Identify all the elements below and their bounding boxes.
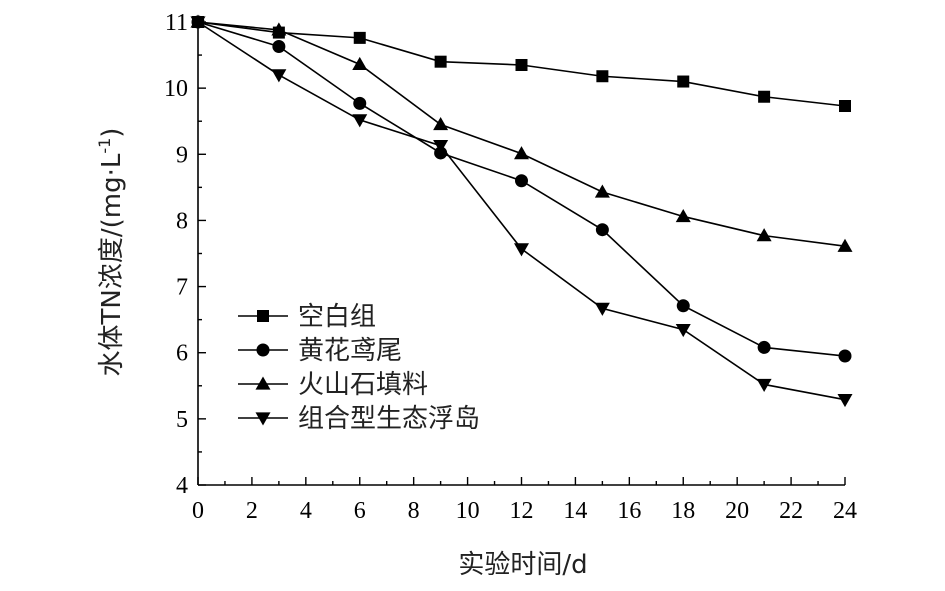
x-tick-label: 0 bbox=[192, 498, 204, 524]
data-point bbox=[595, 223, 609, 237]
y-tick-label: 7 bbox=[176, 275, 188, 301]
data-point bbox=[838, 349, 852, 363]
x-tick-label: 22 bbox=[779, 498, 803, 524]
data-point bbox=[756, 228, 772, 242]
data-point bbox=[271, 69, 287, 83]
data-point bbox=[675, 323, 691, 338]
x-tick-label: 16 bbox=[617, 498, 641, 524]
data-point bbox=[352, 56, 368, 70]
data-point bbox=[353, 96, 367, 110]
data-point bbox=[433, 117, 449, 131]
y-tick-label: 4 bbox=[176, 473, 188, 499]
y-axis-title-superscript: -1 bbox=[95, 138, 114, 154]
legend-label: 空白组 bbox=[298, 302, 376, 332]
data-point bbox=[514, 146, 529, 160]
y-axis-title-main: 水体TN浓度/(mg·L bbox=[97, 153, 127, 376]
x-tick-label: 24 bbox=[833, 498, 857, 524]
data-point bbox=[271, 22, 287, 36]
data-point bbox=[190, 16, 206, 30]
data-point bbox=[434, 55, 447, 68]
legend-label: 火山石填料 bbox=[298, 370, 428, 400]
x-tick-label: 4 bbox=[300, 498, 312, 524]
data-point bbox=[272, 39, 286, 53]
data-point bbox=[676, 299, 690, 313]
x-tick-label: 6 bbox=[354, 498, 366, 524]
data-point bbox=[515, 174, 528, 188]
y-axis-title: 水体TN浓度/(mg·L-1) bbox=[95, 128, 127, 377]
data-point bbox=[515, 58, 528, 71]
legend-entry-1: 空白组 bbox=[238, 302, 376, 332]
data-point bbox=[837, 394, 853, 408]
data-point bbox=[594, 302, 610, 316]
legend-label: 组合型生态浮岛 bbox=[298, 404, 480, 434]
legend-entry-4: 组合型生态浮岛 bbox=[238, 404, 480, 434]
data-point bbox=[514, 243, 529, 257]
y-tick-label: 9 bbox=[176, 142, 188, 168]
y-tick-label: 10 bbox=[164, 76, 188, 102]
series-4 bbox=[190, 16, 853, 408]
series-line bbox=[197, 21, 846, 357]
legend-entry-3: 火山石填料 bbox=[238, 370, 428, 400]
x-tick-label: 18 bbox=[671, 498, 695, 524]
data-point bbox=[675, 208, 691, 223]
data-point bbox=[757, 340, 771, 354]
x-tick-label: 8 bbox=[408, 498, 420, 524]
legend-entry-2: 黄花鸢尾 bbox=[238, 336, 402, 366]
data-point bbox=[353, 31, 366, 44]
y-axis-title-close: ) bbox=[97, 128, 127, 138]
data-point bbox=[594, 184, 610, 198]
series-3 bbox=[190, 14, 853, 252]
x-axis-title: 实验时间/d bbox=[458, 550, 587, 580]
data-point bbox=[433, 140, 449, 154]
data-point bbox=[596, 70, 609, 83]
legend-marker bbox=[256, 343, 270, 357]
y-tick-label: 8 bbox=[176, 208, 188, 234]
y-tick-label: 11 bbox=[165, 10, 188, 36]
y-tick-label: 5 bbox=[176, 407, 188, 433]
y-tick-label: 6 bbox=[176, 341, 188, 367]
series-line bbox=[197, 21, 846, 248]
data-point bbox=[837, 238, 853, 252]
data-point bbox=[758, 90, 771, 103]
x-tick-label: 20 bbox=[725, 498, 749, 524]
data-point bbox=[839, 100, 851, 113]
series-line bbox=[197, 21, 846, 401]
x-tick-label: 2 bbox=[246, 498, 258, 524]
series-layer bbox=[190, 14, 853, 408]
series-1 bbox=[192, 16, 851, 113]
data-point bbox=[352, 114, 368, 128]
data-point bbox=[756, 378, 772, 392]
data-point bbox=[677, 75, 690, 88]
legend-label: 黄花鸢尾 bbox=[298, 336, 402, 366]
x-tick-label: 10 bbox=[456, 498, 480, 524]
x-tick-label: 14 bbox=[563, 498, 587, 524]
legend-marker bbox=[257, 310, 269, 322]
legend-marker bbox=[255, 412, 271, 426]
x-tick-label: 12 bbox=[510, 498, 534, 524]
legend-marker bbox=[255, 376, 271, 390]
